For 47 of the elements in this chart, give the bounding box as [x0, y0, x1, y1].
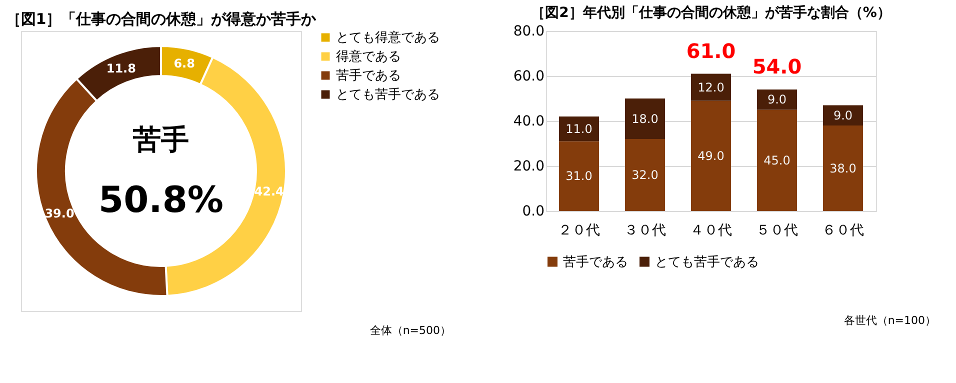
legend-label: とても苦手である	[655, 254, 759, 270]
data-label: 11.0	[566, 122, 592, 136]
data-label: 11.8	[106, 61, 136, 76]
x-tick-label: ４０代	[690, 222, 732, 238]
bar	[625, 98, 665, 139]
legend-label: とても得意である	[336, 30, 440, 46]
y-tick-label: 0.0	[522, 204, 544, 220]
data-label: 49.0	[698, 148, 724, 163]
data-label: 38.0	[830, 161, 856, 176]
x-tick-label: ６０代	[822, 222, 864, 238]
bar	[691, 74, 731, 101]
data-label: 9.0	[767, 92, 787, 107]
bar	[691, 100, 731, 211]
text: 各世代（n=100）	[844, 314, 936, 327]
bar	[625, 139, 665, 211]
text: 苦手	[132, 123, 189, 156]
data-label: 6.8	[174, 56, 195, 70]
y-tick-label: 20.0	[513, 158, 544, 174]
text: 50.8%	[98, 180, 224, 221]
bar	[757, 90, 797, 110]
total-label: 61.0	[686, 38, 736, 63]
chart-title: ［図1］「仕事の合間の休憩」が得意か苦手か	[6, 10, 318, 28]
legend-label: 苦手である	[563, 254, 628, 270]
bar	[757, 110, 797, 211]
legend-label: 苦手である	[336, 68, 401, 84]
bar	[823, 105, 863, 126]
bar	[559, 141, 599, 211]
data-label: 18.0	[632, 112, 658, 126]
data-label: 9.0	[833, 108, 853, 122]
x-tick-label: ５０代	[756, 222, 798, 238]
bar	[559, 116, 599, 142]
data-label: 32.0	[632, 168, 658, 182]
text: 全体（n=500）	[370, 324, 451, 337]
y-tick-label: 40.0	[513, 114, 544, 130]
data-label: 45.0	[764, 153, 790, 168]
legend-label: とても苦手である	[336, 88, 440, 102]
y-tick-label: 60.0	[513, 68, 544, 84]
data-label: 12.0	[698, 80, 724, 94]
chart-title: ［図2］年代別「仕事の合間の休憩」が苦手な割合（%）	[531, 4, 891, 21]
data-label: 31.0	[566, 169, 592, 184]
data-label: 39.0	[44, 206, 74, 220]
x-tick-label: ３０代	[624, 222, 666, 238]
legend-label: 得意である	[336, 50, 401, 64]
bar	[823, 126, 863, 211]
total-label: 54.0	[752, 54, 802, 78]
y-tick-label: 80.0	[513, 24, 544, 40]
x-tick-label: ２０代	[558, 222, 600, 238]
